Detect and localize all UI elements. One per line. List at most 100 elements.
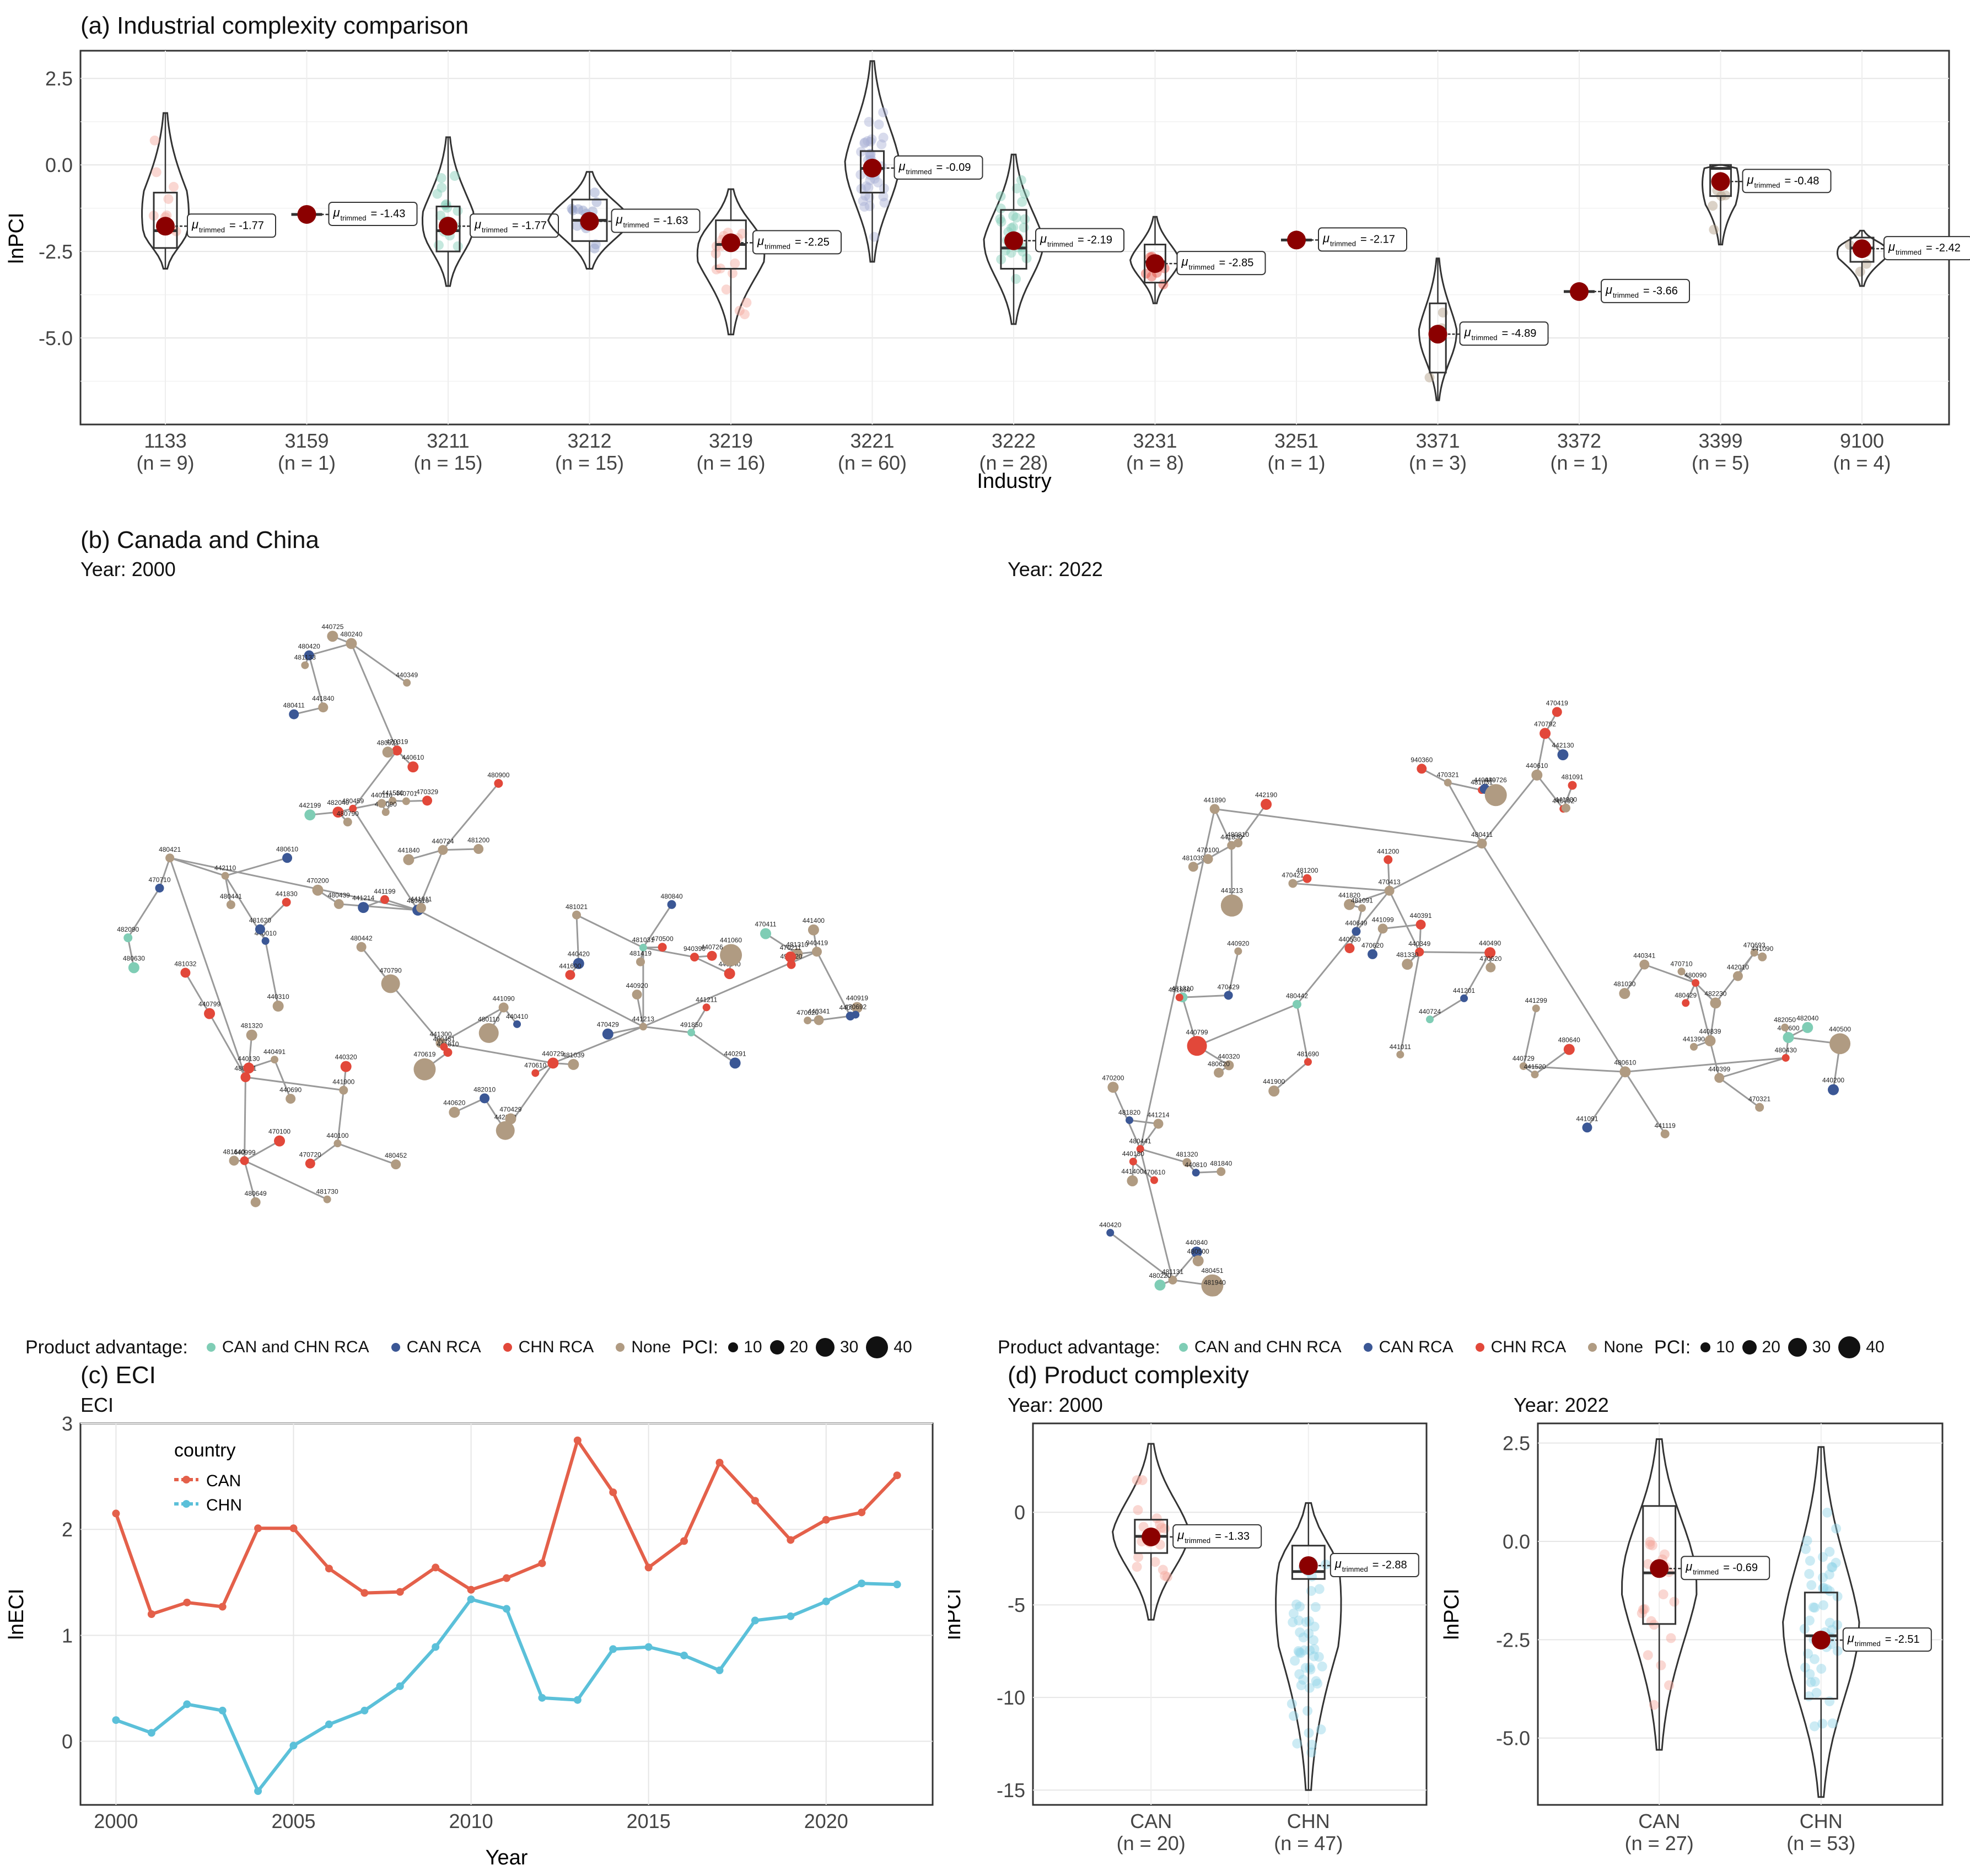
network-node [128,962,139,974]
network-node-label: 442010 [1727,964,1749,971]
trimmed-mean-label: = -3.66 [1643,285,1678,297]
network-edge [208,1013,246,1078]
network-node [1352,927,1361,936]
data-point [1645,1539,1655,1550]
network-node [246,1029,257,1041]
network-edge [244,1077,246,1161]
network-node-label: 481031 [1471,778,1493,786]
data-point-can [715,1459,724,1467]
network-node-label: 441840 [312,695,334,702]
mean-symbol: μ [898,159,906,173]
network-node-label: 480430 [1775,1046,1797,1054]
network-node-label: 441211 [696,996,717,1003]
network-edge [1429,997,1465,1020]
data-point [1158,1565,1168,1575]
data-point [862,136,873,146]
network-node-label: 480452 [385,1152,407,1159]
network-node [346,638,357,649]
x-tick-label: 3219 [709,429,753,452]
x-tick-count: (n = 3) [1409,451,1467,474]
mean-label-box [1318,227,1407,252]
network-edge [351,643,408,684]
network-node [381,808,390,816]
data-point-can [822,1515,830,1524]
mean-subscript: trimmed [1330,239,1356,248]
data-point [995,203,1006,214]
pci-size-dot [1838,1336,1861,1358]
data-point [1810,1676,1820,1687]
network-node-label: 440701 [395,789,417,797]
network-node-label: 440349 [1408,940,1430,948]
data-point [864,117,874,127]
mean-label-box [752,230,842,255]
network-node-label: 480500 [1187,1248,1209,1255]
mean-symbol: μ [1685,1560,1692,1573]
network-node-label: 480640 [1558,1036,1580,1044]
legend-title: Product advantage: [25,1336,188,1358]
mean-subscript: trimmed [199,225,225,234]
network-edge [244,1160,328,1200]
data-point [1824,1617,1835,1628]
x-tick-label: 3371 [1415,429,1460,452]
network-node [413,1058,436,1081]
data-point-can [644,1563,653,1572]
network-edge [1139,1123,1159,1150]
x-tick-label: 3231 [1133,429,1177,452]
network-node [498,1002,509,1013]
box [1642,1505,1677,1625]
network-node-label: 440530 [1338,936,1360,943]
panel-c-subtitle: ECI [80,1394,114,1416]
data-point [721,284,731,295]
data-point-chn [467,1595,475,1604]
network-edge [636,994,644,1027]
legend-item: CAN RCA [406,1338,481,1356]
network-node [261,937,270,945]
data-point [1132,1562,1142,1572]
network-node [1136,1145,1144,1153]
y-tick-label: 3 [62,1412,73,1435]
box [860,150,885,193]
mean-symbol: μ [1605,283,1612,297]
network-node [1126,1116,1134,1124]
network-edge [442,783,499,851]
data-point [1810,1603,1820,1613]
data-point [1669,1597,1680,1607]
network-node [323,1195,331,1203]
network-node [1153,1119,1164,1129]
data-point [1806,1677,1816,1687]
network-node-label: 470419 [1546,699,1568,707]
box [1000,209,1027,270]
legend-item: CAN RCA [1379,1338,1454,1356]
trimmed-mean-point [1650,1559,1669,1578]
x-tick-label: 3221 [850,429,894,452]
network-edge [1296,1004,1309,1062]
violin [1836,229,1888,287]
data-point [1311,1676,1321,1686]
network-edge [1139,809,1216,1149]
data-point-chn [751,1616,759,1625]
network-edge [336,1090,345,1144]
data-point [1294,1615,1304,1626]
violin [1112,1443,1191,1621]
network-edge [1447,782,1483,844]
network-node [1187,1036,1207,1056]
network-edge [816,951,851,1017]
network-node [403,679,411,687]
network-edge [1463,952,1491,999]
network-node [349,804,357,813]
data-point [869,232,880,242]
mean-symbol: μ [1847,1631,1854,1645]
network-edge [337,1142,396,1165]
data-point [1827,1562,1837,1572]
data-point [1151,1513,1162,1524]
network-edge [1349,890,1390,906]
trimmed-mean-point [297,205,316,224]
network-node [440,1043,448,1051]
network-node-label: 470211 [780,944,801,952]
data-point [1811,1687,1822,1698]
network-node [1203,854,1213,864]
data-point-chn [432,1643,440,1651]
data-point [739,309,750,320]
network-node [332,807,344,818]
panel-d-right-year: Year: 2022 [1514,1394,1609,1416]
